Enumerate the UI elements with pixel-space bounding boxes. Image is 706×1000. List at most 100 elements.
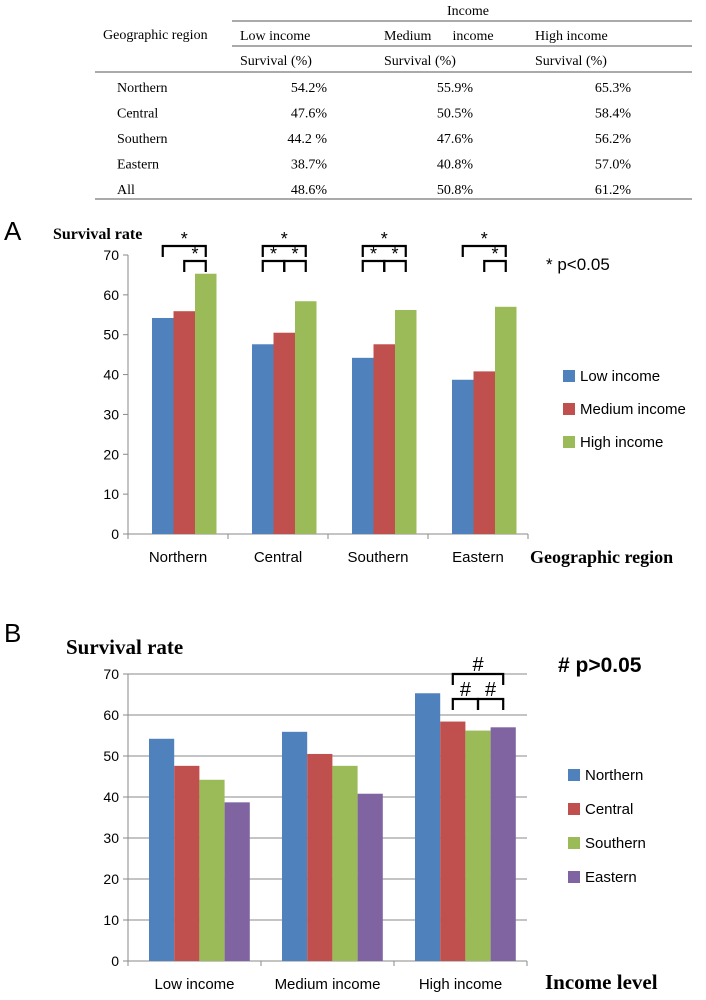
table-cell: 54.2% [291,81,328,96]
bar [473,371,495,534]
legend-swatch [568,803,580,815]
bar [195,273,217,534]
legend-swatch [568,837,580,849]
y-tick-label: 10 [103,912,119,928]
legend-label: Eastern [585,869,637,886]
table-cell: 47.6% [437,132,474,147]
y-tick-label: 30 [103,830,119,846]
table-svg: Income Geographic region Low income Medium … [95,4,692,200]
significance-bracket [476,697,505,710]
significance-symbol: # [485,679,497,701]
x-category-label: Northern [149,549,207,566]
region-header: Geographic region [103,28,208,43]
panel-label: A [4,216,22,246]
y-tick-label: 50 [103,327,119,343]
legend-label: Central [585,801,633,818]
table-cell: 38.7% [291,158,328,173]
significance-symbol: * [391,244,398,264]
significance-symbol: * [181,229,188,249]
significance-symbol: * [481,229,488,249]
significance-bracket [161,244,207,257]
panel-label: B [4,618,21,648]
survival-table: Income Geographic region Low income Medium … [0,0,706,205]
significance-symbol: * [381,229,388,249]
significance-bracket [361,244,407,257]
bar [452,379,474,534]
bar [282,731,308,961]
bar [295,301,317,534]
table-row-region: Northern [117,81,168,96]
table-cell: 56.2% [595,132,632,147]
significance-bracket [183,259,207,272]
significance-symbol: # [472,654,484,676]
y-tick-label: 20 [103,871,119,887]
table-row-region: Southern [117,132,168,147]
y-tick-label: 70 [103,247,119,263]
table-cell: 50.8% [437,183,474,198]
y-axis-label: Survival rate [53,226,142,243]
bar [252,344,274,534]
significance-symbol: * [281,229,288,249]
bar [495,306,517,534]
significance-note: * p<0.05 [546,255,610,274]
income-column-header: Medium income [384,29,494,44]
x-axis-label: Geographic region [530,547,673,567]
table-row-region: All [117,183,135,198]
legend-label: Northern [585,767,643,784]
bar [465,730,491,961]
table-row-region: Eastern [117,158,159,173]
y-tick-label: 70 [103,666,119,682]
bar [307,753,333,961]
survival-subheader: Survival (%) [384,54,456,69]
table-cell: 61.2% [595,183,632,198]
legend-swatch [563,436,575,448]
y-tick-label: 20 [103,446,119,462]
bar [352,357,374,534]
bar [173,311,195,534]
survival-subheader: Survival (%) [240,54,312,69]
bar [149,738,175,961]
y-tick-label: 60 [103,287,119,303]
significance-symbol: # [460,679,472,701]
table-cell: 50.5% [437,107,474,122]
bar [332,765,358,961]
legend-swatch [563,370,575,382]
table-cell: 65.3% [595,81,632,96]
survival-subheader: Survival (%) [535,54,607,69]
legend-swatch [568,769,580,781]
income-column-header: High income [535,29,608,44]
bar [273,332,295,534]
legend-swatch [568,871,580,883]
bar [224,802,250,961]
significance-symbol: * [491,244,498,264]
table-cell: 44.2 % [287,132,327,147]
significance-bracket [483,259,507,272]
bar [373,344,395,534]
bar [174,765,200,961]
significance-bracket [261,244,307,257]
significance-symbol: * [270,244,277,264]
y-tick-label: 0 [111,526,119,542]
y-tick-label: 40 [103,789,119,805]
x-category-label: Central [254,549,302,566]
bar [395,310,417,534]
bar [357,793,383,961]
y-tick-label: 10 [103,486,119,502]
y-tick-label: 30 [103,406,119,422]
income-column-header: Low income [240,29,310,44]
table-cell: 47.6% [291,107,328,122]
y-tick-label: 40 [103,367,119,383]
bar [440,721,466,961]
table-cell: 55.9% [437,81,474,96]
x-category-label: High income [419,976,502,993]
x-category-label: Medium income [275,976,381,993]
legend-label: High income [580,434,663,451]
table-cell: 58.4% [595,107,632,122]
bar [152,317,174,534]
bar [415,693,441,961]
legend-label: Southern [585,835,646,852]
significance-bracket [383,259,407,272]
bar [199,779,225,961]
y-axis-label: Survival rate [66,635,183,659]
legend-swatch [563,403,575,415]
